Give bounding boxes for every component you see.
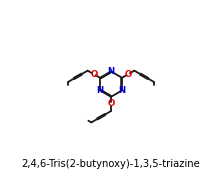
Text: N: N <box>96 86 103 95</box>
Text: O: O <box>125 70 132 79</box>
Text: N: N <box>107 67 115 76</box>
Text: 2,4,6-Tris(2-butynoxy)-1,3,5-triazine: 2,4,6-Tris(2-butynoxy)-1,3,5-triazine <box>22 159 200 169</box>
Text: O: O <box>107 99 115 108</box>
Text: O: O <box>90 70 97 79</box>
Text: N: N <box>119 86 126 95</box>
